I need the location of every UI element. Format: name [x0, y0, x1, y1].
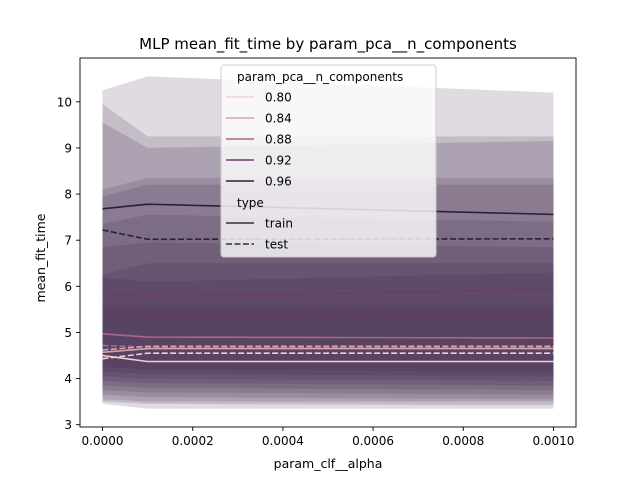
y-tick-label: 5	[64, 326, 72, 340]
plot-area	[102, 76, 554, 409]
y-axis-label: mean_fit_time	[33, 213, 48, 302]
x-tick-label: 0.0010	[532, 434, 574, 448]
legend-label-train: train	[265, 217, 293, 231]
confidence-band	[102, 263, 554, 381]
y-tick-label: 10	[57, 95, 72, 109]
y-tick-label: 6	[64, 280, 72, 294]
x-tick-label: 0.0002	[172, 434, 214, 448]
y-tick-label: 8	[64, 188, 72, 202]
legend-label-test: test	[265, 238, 288, 252]
legend-label-0.96: 0.96	[265, 175, 292, 189]
series-line-0.84-test	[102, 345, 554, 351]
y-tick-label: 4	[64, 372, 72, 386]
legend-label-0.80: 0.80	[265, 91, 292, 105]
x-axis-label: param_clf__alpha	[274, 456, 383, 471]
series-line-0.84-train	[102, 347, 554, 354]
legend-style-title: type	[237, 196, 264, 210]
series-line-0.88-train	[102, 333, 554, 339]
confidence-band	[102, 177, 554, 400]
series-line-0.88-test	[102, 344, 554, 349]
legend-label-0.88: 0.88	[265, 133, 292, 147]
confidence-band	[102, 242, 554, 386]
confidence-band	[102, 122, 554, 402]
x-tick-label: 0.0000	[82, 434, 124, 448]
y-tick-label: 3	[64, 418, 72, 432]
series-line-0.80-train	[102, 354, 554, 363]
confidence-band	[102, 184, 554, 395]
confidence-band	[102, 272, 554, 377]
legend-label-0.84: 0.84	[265, 112, 292, 126]
y-tick-label: 7	[64, 234, 72, 248]
axes: 0.0000 0.0002 0.0004 0.0006 0.0008 0.0010 3 4 5 6…	[57, 57, 577, 448]
x-tick-label: 0.0004	[262, 434, 304, 448]
legend-label-0.92: 0.92	[265, 154, 292, 168]
legend-box	[220, 64, 437, 258]
series-line-0.92-test	[102, 315, 554, 320]
series-line-0.92-train	[102, 288, 554, 298]
legend-hue-title: param_pca__n_components	[237, 70, 403, 84]
y-tick-label: 9	[64, 141, 72, 155]
chart-title: MLP mean_fit_time by param_pca__n_compon…	[139, 35, 517, 54]
x-tick-label: 0.0008	[442, 434, 484, 448]
axes-frame	[79, 57, 577, 428]
legend: param_pca__n_components 0.80 0.84 0.88 0.92 0…	[220, 64, 437, 258]
series-line-0.80-test	[102, 352, 554, 360]
x-tick-label: 0.0006	[352, 434, 394, 448]
